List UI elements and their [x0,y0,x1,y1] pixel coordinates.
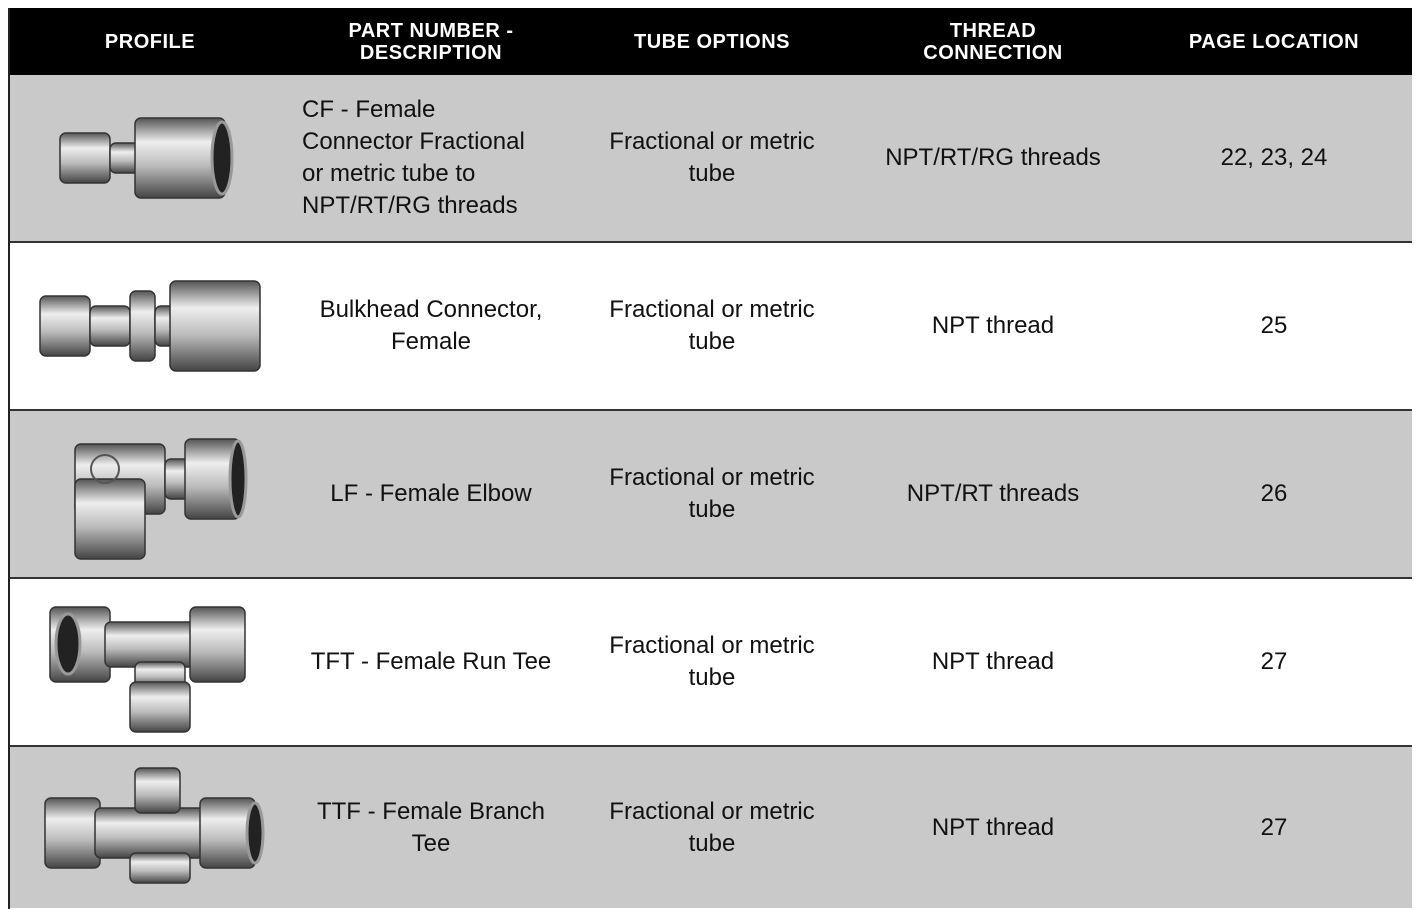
table-cell: 27 [1260,813,1288,841]
table-row: TTF - Female Branch Tee Fractional or met… [10,747,1412,908]
fitting-shape [134,766,181,814]
fitting-shape [39,295,91,357]
table-row: TFT - Female Run Tee Fractional or metric… [10,579,1412,747]
table-cell: NPT/RT/RG threads [885,144,1101,171]
table-cell: NPT/RT threads [906,480,1080,507]
parts-table: PROFILE PART NUMBER - DESCRIPTION TUBE OPT… [8,8,1412,909]
table-cell: 26 [1260,480,1288,507]
fitting-shape [129,290,156,362]
header-cell: PART NUMBER - DESCRIPTION [348,19,514,64]
profile-image [49,606,246,733]
table-row: LF - Female Elbow Fractional or metric tu… [10,411,1412,579]
table-cell: Fractional or metric tube [609,128,815,187]
table-cell: 22, 23, 24 [1220,144,1328,171]
profile-cell [10,243,290,409]
fitting-shape [59,132,111,184]
header-cell: PROFILE [104,30,196,53]
table-cell: TFT - Female Run Tee [310,648,552,675]
table-cell: 25 [1260,312,1288,339]
header-cell: TUBE OPTIONS [633,30,790,53]
fitting-shape [74,478,146,560]
fitting-shape [169,280,261,372]
profile-image [44,766,265,884]
table-cell: CF - Female Connector Fractional or metr… [302,96,525,219]
fitting-shape [44,796,101,869]
header-cell: THREAD CONNECTION [923,19,1063,64]
fitting-shape [104,621,196,668]
profile-image [74,438,248,560]
fitting-shape [210,120,234,196]
fitting-shape [129,851,191,884]
profile-cell [10,747,290,908]
table-row: CF - Female Connector Fractional or metr… [10,75,1412,243]
fitting-shape [245,801,265,864]
profile-image [59,117,234,199]
fitting-shape [228,439,248,519]
table-cell: LF - Female Elbow [330,480,532,507]
header-row: PROFILE PART NUMBER - DESCRIPTION TUBE OPT… [10,8,1412,75]
table-cell: NPT thread [931,312,1055,339]
fitting-shape [54,612,82,676]
fitting-shape [189,606,246,683]
table-cell: NPT thread [931,648,1055,675]
fitting-shape [129,681,191,733]
table-row: Bulkhead Connector, Female Fractional or … [10,243,1412,411]
table-cell: Bulkhead Connector, Female [319,296,543,355]
table-cell: Fractional or metric tube [609,632,815,691]
table-cell: TTF - Female Branch Tee [316,797,546,857]
header-cell: PAGE LOCATION [1188,30,1360,53]
profile-cell [10,75,290,241]
table-cell: Fractional or metric tube [609,797,815,857]
profile-image [39,280,261,372]
table-cell: 27 [1260,648,1288,675]
fitting-shape [90,454,120,484]
table-cell: Fractional or metric tube [609,296,815,355]
fitting-shape [89,305,131,347]
fitting-shape [94,806,206,859]
table-cell: Fractional or metric tube [609,464,815,523]
table-cell: NPT thread [931,813,1055,841]
profile-cell [10,579,290,745]
profile-cell [10,411,290,577]
